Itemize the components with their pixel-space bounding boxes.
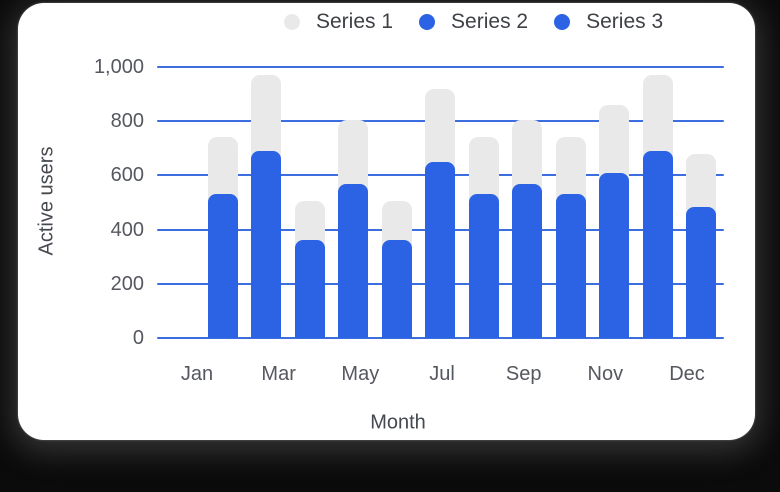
x-tick-label: Jul [429, 363, 455, 385]
bar-segment-series2 [425, 161, 456, 338]
y-tick-label: 0 [132, 327, 144, 349]
legend-item-series-2[interactable]: Series 2 [419, 10, 528, 34]
y-tick-label: 400 [110, 218, 144, 241]
legend-label: Series 2 [451, 10, 529, 33]
bar-stack-jun [425, 67, 456, 338]
bar-segment-series2 [468, 194, 499, 338]
y-tick-label: 1,000 [93, 56, 144, 78]
bar-segment-series2 [381, 240, 412, 338]
y-tick-label: 200 [110, 272, 144, 295]
gridline [157, 337, 724, 339]
x-tick-label: May [341, 363, 380, 385]
bar-segment-series2 [294, 240, 325, 338]
bar-stack-nov [642, 67, 673, 338]
x-tick-label: Jan [180, 363, 214, 385]
bar-segment-series2 [555, 194, 586, 338]
bar-segment-series2 [338, 183, 369, 338]
legend-label: Series 3 [586, 10, 664, 33]
bar-stack-sep [555, 67, 586, 338]
x-tick-label: Sep [505, 363, 542, 385]
bar-segment-series2 [599, 172, 630, 338]
x-tick-label: Dec [669, 363, 705, 385]
bar-stack-mar [294, 67, 325, 338]
y-tick-label: 600 [110, 164, 144, 187]
plot-area: 0 200 400 600 800 1,000 Jan Mar May Jul Sep Nov Dec [94, 56, 724, 385]
bar-segment-series2 [512, 183, 543, 338]
legend-swatch-icon [419, 14, 436, 30]
y-tick-label: 800 [110, 110, 144, 133]
bar-segment-series2 [642, 151, 673, 338]
chart-card: Series 1 Series 2 Series 3 Active users 0 2… [18, 3, 755, 440]
legend-item-series-3[interactable]: Series 3 [554, 10, 663, 34]
bar-stack-jan [207, 67, 238, 338]
x-axis-title: Month [370, 411, 426, 434]
bar-stack-may [381, 67, 412, 338]
legend-label: Series 1 [316, 10, 394, 33]
bar-segment-series2 [686, 206, 717, 338]
bar-segment-series2 [251, 151, 282, 338]
chart-legend: Series 1 Series 2 Series 3 [284, 9, 663, 35]
x-tick-label: Mar [261, 363, 296, 385]
bar-stack-apr [338, 67, 369, 338]
bar-stack-aug [512, 67, 543, 338]
bar-stack-jul [468, 67, 499, 338]
legend-item-series-1[interactable]: Series 1 [284, 10, 393, 34]
bar-segment-series2 [207, 194, 238, 338]
gridline [157, 66, 724, 68]
legend-swatch-icon [284, 14, 300, 30]
x-tick-label: Nov [587, 363, 624, 385]
bar-stack-feb [251, 67, 282, 338]
legend-swatch-icon [554, 14, 571, 30]
bar-stack-dec [686, 67, 717, 338]
y-axis-title: Active users [35, 146, 58, 256]
bar-stack-oct [599, 67, 630, 338]
